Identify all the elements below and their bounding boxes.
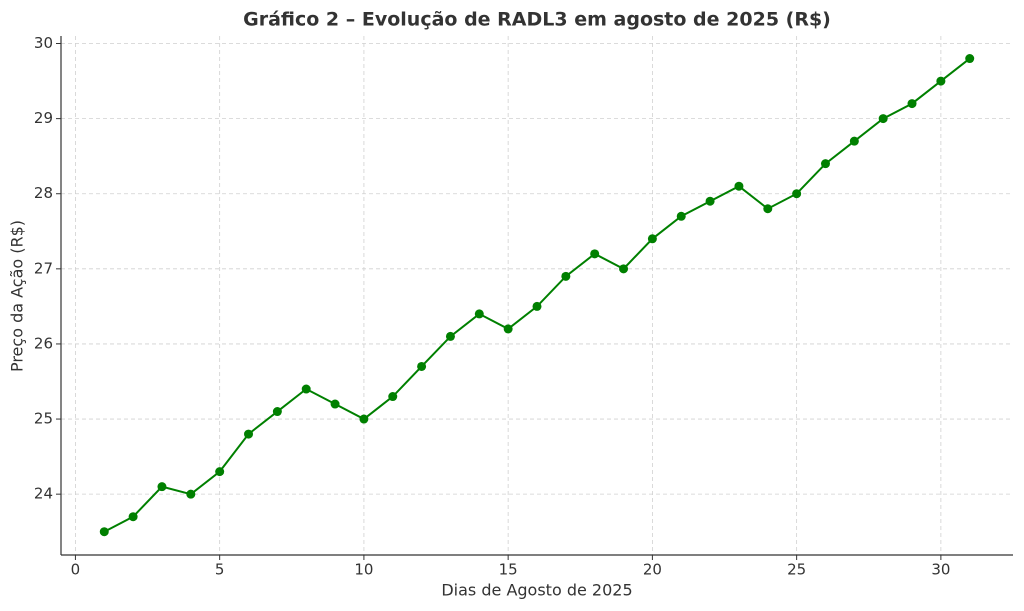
point <box>705 196 715 206</box>
x-tick-label: 10 <box>354 561 373 579</box>
y-axis-label: Preço da Ação (R$) <box>8 220 27 372</box>
x-tick-label: 0 <box>71 561 81 579</box>
point <box>359 414 369 424</box>
y-tick-label: 28 <box>34 184 53 202</box>
point <box>590 249 600 259</box>
x-tick-label: 20 <box>643 561 662 579</box>
point <box>503 324 513 334</box>
point <box>647 234 657 244</box>
y-tick-label: 25 <box>34 410 53 428</box>
point <box>676 211 686 221</box>
x-tick-label: 25 <box>787 561 806 579</box>
point <box>99 527 109 537</box>
point <box>244 429 254 439</box>
point <box>330 399 340 409</box>
y-tick-label: 29 <box>34 109 53 127</box>
point <box>474 309 484 319</box>
y-tick-label: 26 <box>34 334 53 352</box>
point <box>445 331 455 341</box>
point <box>186 489 196 499</box>
point <box>561 271 571 281</box>
chart-title: Gráfico 2 – Evolução de RADL3 em agosto … <box>243 9 831 31</box>
x-tick-label: 5 <box>215 561 225 579</box>
point <box>734 181 744 191</box>
point <box>128 512 138 522</box>
point <box>215 467 225 477</box>
point <box>763 204 773 214</box>
point <box>388 392 398 402</box>
point <box>272 407 282 417</box>
point <box>792 189 802 199</box>
y-tick-label: 30 <box>34 34 53 52</box>
point <box>936 76 946 86</box>
y-tick-label: 24 <box>34 485 53 503</box>
y-tick-label: 27 <box>34 259 53 277</box>
point <box>301 384 311 394</box>
point <box>157 482 167 492</box>
line <box>103 57 971 533</box>
point <box>878 114 888 124</box>
point <box>417 361 427 371</box>
x-tick-label: 15 <box>499 561 518 579</box>
point <box>619 264 629 274</box>
point <box>849 136 859 146</box>
point <box>965 54 975 64</box>
x-tick-label: 30 <box>931 561 950 579</box>
point <box>907 99 917 109</box>
x-axis-label: Dias de Agosto de 2025 <box>441 581 632 600</box>
point <box>532 301 542 311</box>
point <box>820 159 830 169</box>
